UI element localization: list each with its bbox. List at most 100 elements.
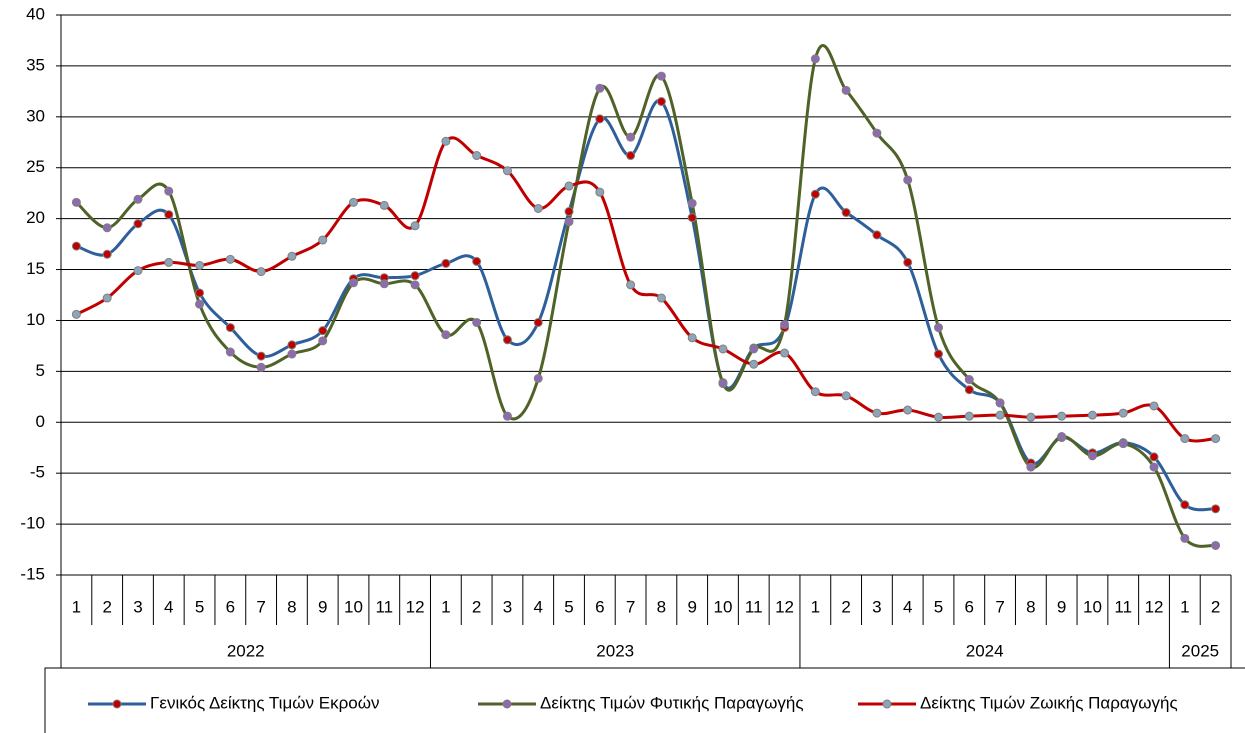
data-point bbox=[225, 323, 235, 333]
data-point bbox=[379, 200, 389, 210]
x-tick-label: 6 bbox=[595, 597, 604, 616]
data-point bbox=[133, 194, 143, 204]
y-tick-label: 30 bbox=[26, 106, 45, 125]
data-point bbox=[441, 330, 451, 340]
x-tick-label: 8 bbox=[657, 597, 666, 616]
data-point bbox=[533, 317, 543, 327]
data-point bbox=[810, 54, 820, 64]
x-tick-label: 3 bbox=[503, 597, 512, 616]
data-point bbox=[71, 309, 81, 319]
data-point bbox=[903, 175, 913, 185]
y-tick-label: 5 bbox=[36, 361, 45, 380]
data-point bbox=[626, 151, 636, 161]
x-tick-label: 5 bbox=[564, 597, 573, 616]
y-tick-label: -15 bbox=[20, 564, 45, 583]
x-tick-label: 1 bbox=[811, 597, 820, 616]
x-tick-label: 9 bbox=[318, 597, 327, 616]
legend-marker bbox=[502, 699, 512, 709]
data-point bbox=[164, 186, 174, 196]
data-point bbox=[1180, 434, 1190, 444]
x-tick-label: 2 bbox=[472, 597, 481, 616]
data-point bbox=[1026, 462, 1036, 472]
data-point bbox=[502, 166, 512, 176]
data-point bbox=[626, 132, 636, 142]
x-tick-label: 6 bbox=[965, 597, 974, 616]
data-point bbox=[564, 181, 574, 191]
data-point bbox=[256, 351, 266, 361]
x-tick-label: 4 bbox=[534, 597, 543, 616]
data-point bbox=[564, 207, 574, 217]
x-tick-label: 4 bbox=[164, 597, 173, 616]
x-tick-label: 7 bbox=[995, 597, 1004, 616]
data-point bbox=[133, 219, 143, 229]
x-tick-label: 11 bbox=[745, 597, 763, 616]
data-point bbox=[1118, 408, 1128, 418]
data-point bbox=[780, 320, 790, 330]
data-point bbox=[318, 336, 328, 346]
data-point bbox=[195, 260, 205, 270]
x-tick-label: 12 bbox=[775, 597, 794, 616]
x-tick-label: 9 bbox=[687, 597, 696, 616]
data-point bbox=[472, 317, 482, 327]
x-tick-label: 10 bbox=[344, 597, 363, 616]
data-point bbox=[564, 217, 574, 227]
data-point bbox=[595, 83, 605, 93]
y-tick-label: 40 bbox=[26, 4, 45, 23]
x-group-label: 2025 bbox=[1181, 641, 1219, 660]
data-point bbox=[502, 335, 512, 345]
data-point bbox=[718, 344, 728, 354]
y-tick-label: 10 bbox=[26, 310, 45, 329]
data-point bbox=[472, 151, 482, 161]
x-group-label: 2024 bbox=[966, 641, 1004, 660]
data-point bbox=[410, 280, 420, 290]
data-point bbox=[964, 375, 974, 385]
x-group-label: 2022 bbox=[227, 641, 265, 660]
data-point bbox=[656, 71, 666, 81]
data-point bbox=[656, 97, 666, 107]
data-point bbox=[225, 347, 235, 357]
data-point bbox=[441, 136, 451, 146]
data-point bbox=[626, 280, 636, 290]
data-point bbox=[1057, 432, 1067, 442]
data-point bbox=[318, 326, 328, 336]
x-tick-label: 11 bbox=[1114, 597, 1132, 616]
data-point bbox=[872, 128, 882, 138]
data-point bbox=[102, 223, 112, 233]
data-point bbox=[656, 293, 666, 303]
data-point bbox=[1180, 500, 1190, 510]
data-point bbox=[903, 257, 913, 267]
legend-label: Δείκτης Τιμών Ζωικής Παραγωγής bbox=[920, 693, 1178, 712]
data-point bbox=[1057, 411, 1067, 421]
data-point bbox=[903, 405, 913, 415]
data-point bbox=[195, 288, 205, 298]
x-tick-label: 3 bbox=[133, 597, 142, 616]
data-point bbox=[71, 241, 81, 251]
data-point bbox=[225, 254, 235, 264]
data-point bbox=[256, 267, 266, 277]
data-point bbox=[841, 85, 851, 95]
series-line bbox=[75, 98, 1216, 512]
x-tick-label: 2 bbox=[102, 597, 111, 616]
data-point bbox=[1211, 434, 1221, 444]
data-point bbox=[164, 257, 174, 267]
data-point bbox=[810, 387, 820, 397]
legend-box bbox=[44, 667, 1245, 733]
data-point bbox=[934, 349, 943, 359]
x-tick-label: 7 bbox=[626, 597, 635, 616]
data-point bbox=[441, 258, 451, 268]
y-tick-label: 35 bbox=[26, 55, 45, 74]
data-point bbox=[1211, 504, 1221, 514]
data-point bbox=[1026, 412, 1036, 422]
data-point bbox=[502, 411, 512, 421]
data-point bbox=[287, 251, 297, 261]
x-tick-label: 9 bbox=[1057, 597, 1066, 616]
legend-label: Γενικός Δείκτης Τιμών Εκροών bbox=[150, 693, 380, 712]
data-point bbox=[687, 198, 697, 208]
data-point bbox=[872, 408, 882, 418]
legend-label: Δείκτης Τιμών Φυτικής Παραγωγής bbox=[540, 693, 804, 712]
data-point bbox=[687, 213, 697, 223]
data-point bbox=[1087, 410, 1097, 420]
x-tick-label: 2 bbox=[1211, 597, 1220, 616]
series-line bbox=[75, 136, 1216, 443]
